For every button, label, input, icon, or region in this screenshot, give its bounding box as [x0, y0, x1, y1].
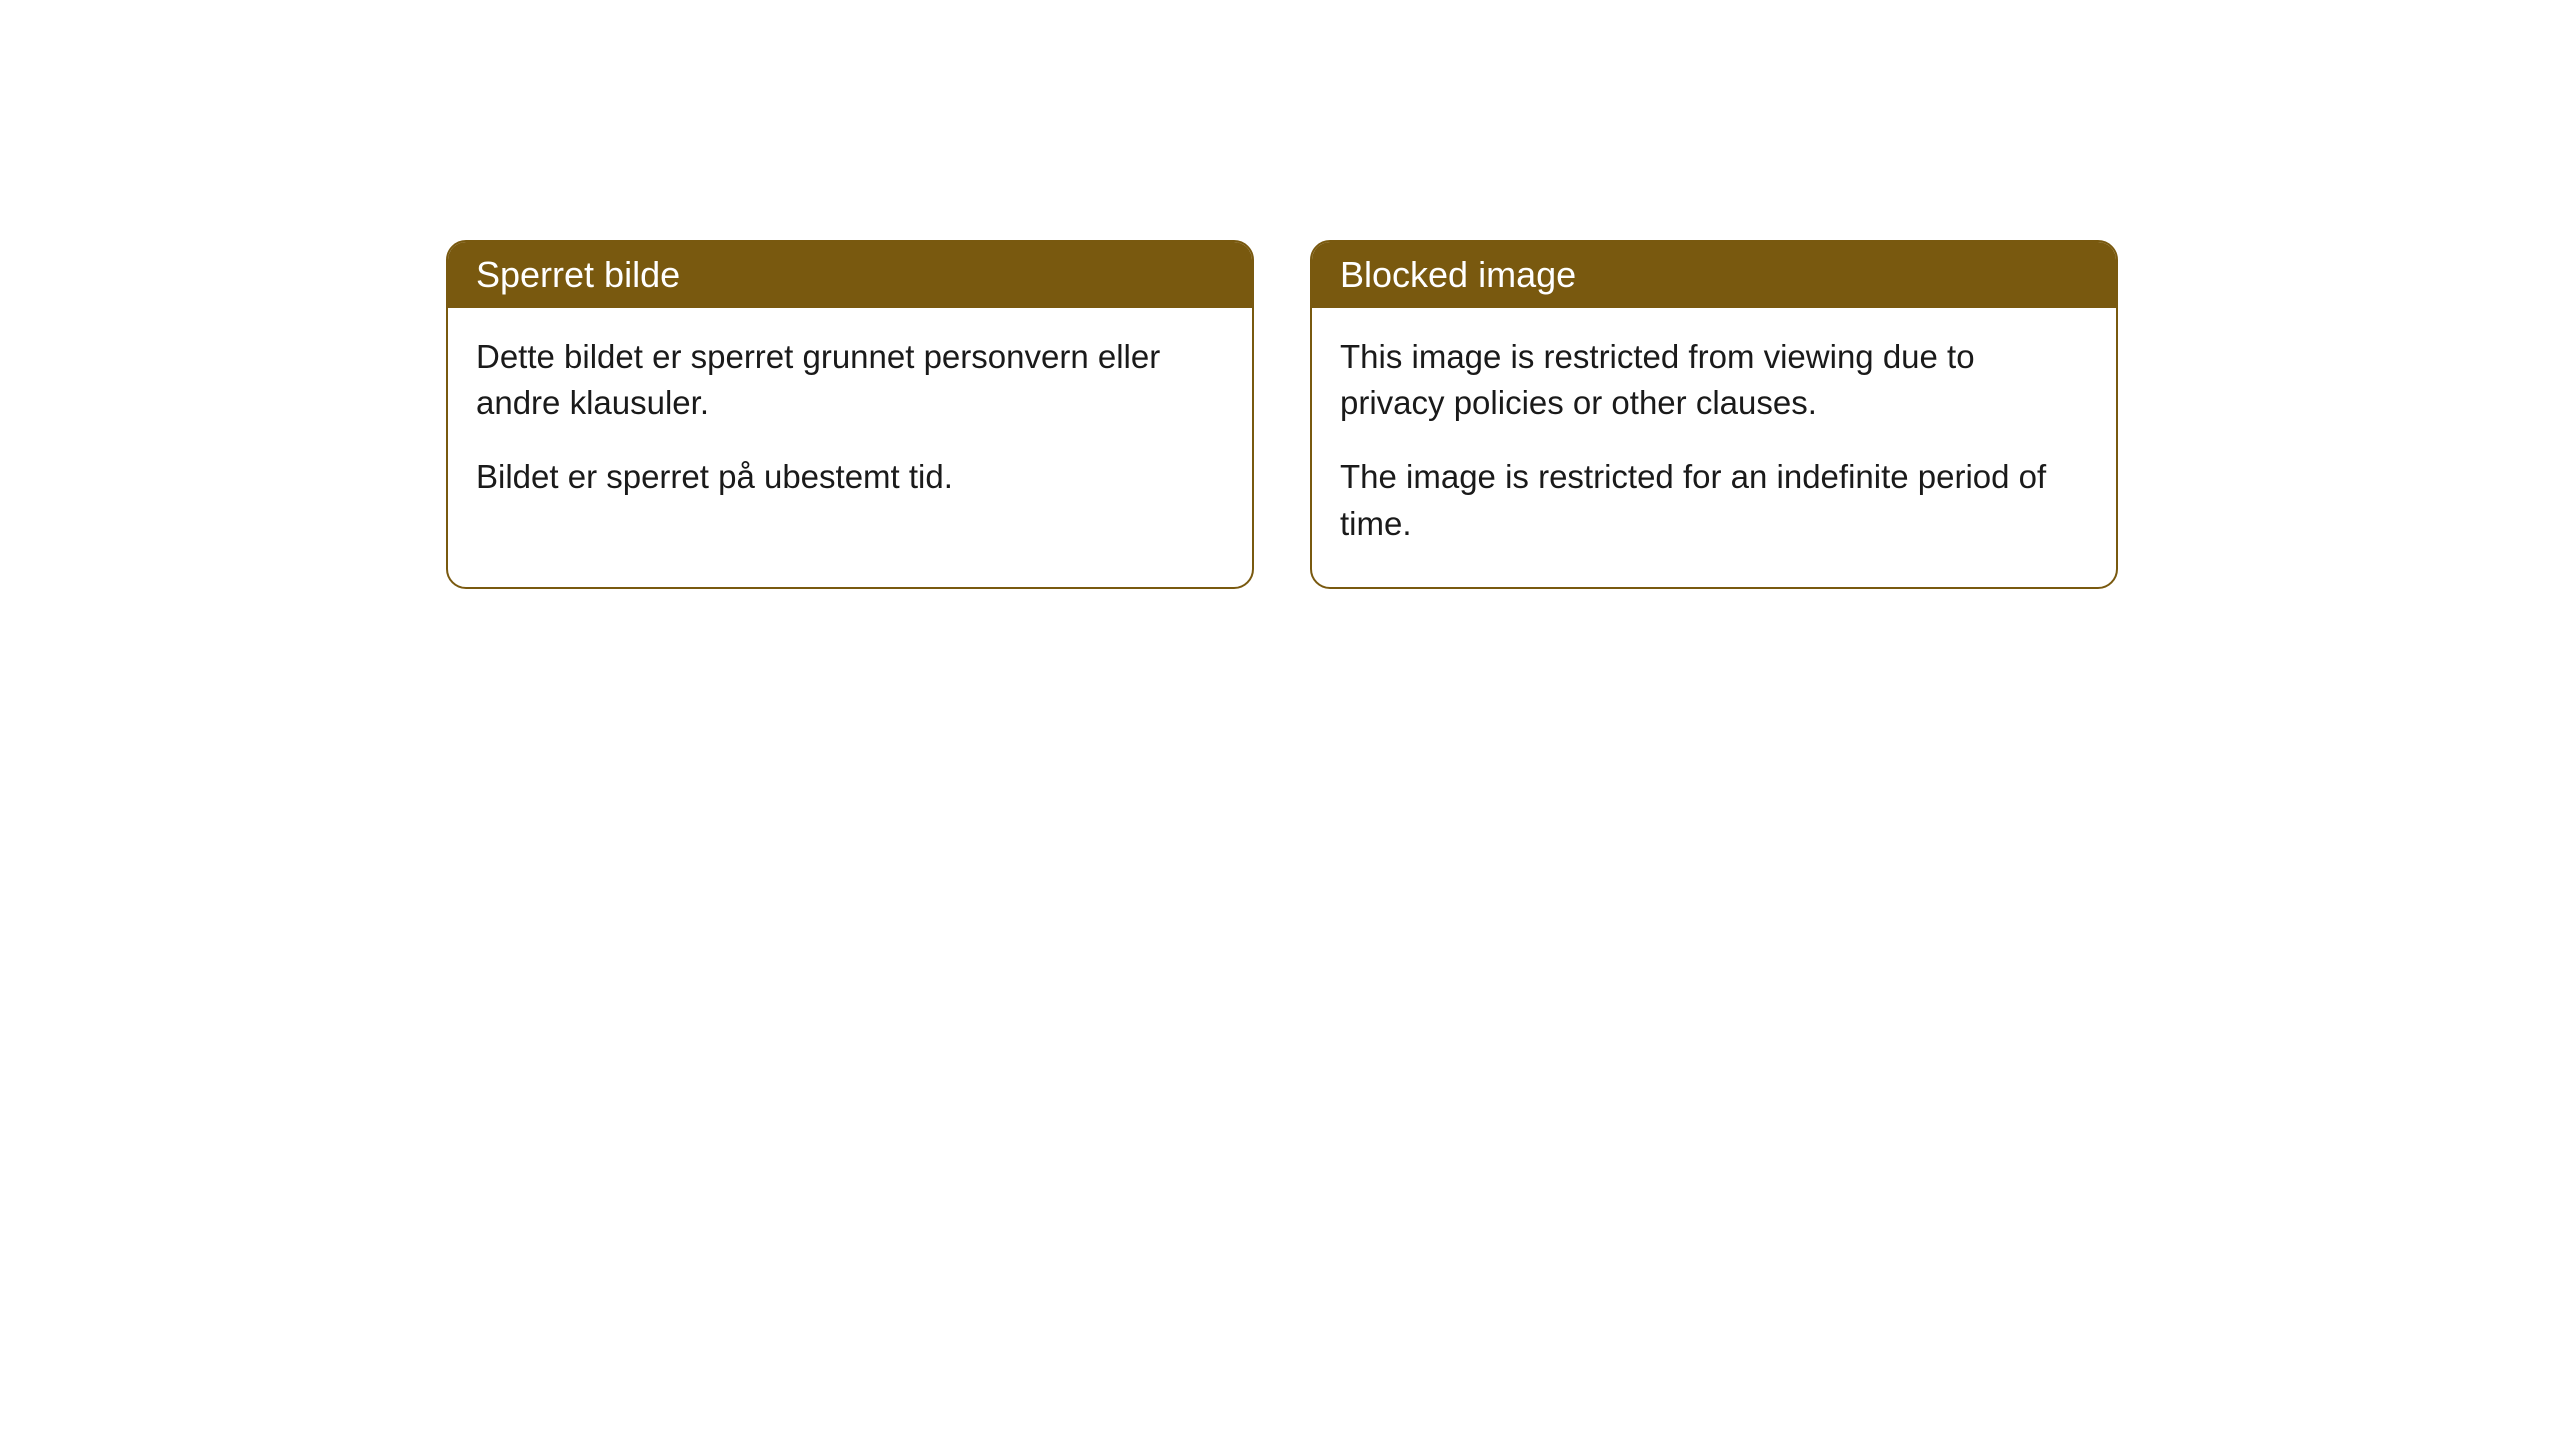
- card-body: Dette bildet er sperret grunnet personve…: [448, 308, 1252, 541]
- card-paragraph: Bildet er sperret på ubestemt tid.: [476, 454, 1224, 500]
- card-title: Blocked image: [1340, 254, 1576, 295]
- blocked-image-card-english: Blocked image This image is restricted f…: [1310, 240, 2118, 589]
- card-paragraph: Dette bildet er sperret grunnet personve…: [476, 334, 1224, 426]
- notice-cards-container: Sperret bilde Dette bildet er sperret gr…: [0, 0, 2560, 589]
- card-body: This image is restricted from viewing du…: [1312, 308, 2116, 587]
- card-header: Sperret bilde: [448, 242, 1252, 308]
- card-paragraph: The image is restricted for an indefinit…: [1340, 454, 2088, 546]
- card-title: Sperret bilde: [476, 254, 680, 295]
- card-paragraph: This image is restricted from viewing du…: [1340, 334, 2088, 426]
- blocked-image-card-norwegian: Sperret bilde Dette bildet er sperret gr…: [446, 240, 1254, 589]
- card-header: Blocked image: [1312, 242, 2116, 308]
